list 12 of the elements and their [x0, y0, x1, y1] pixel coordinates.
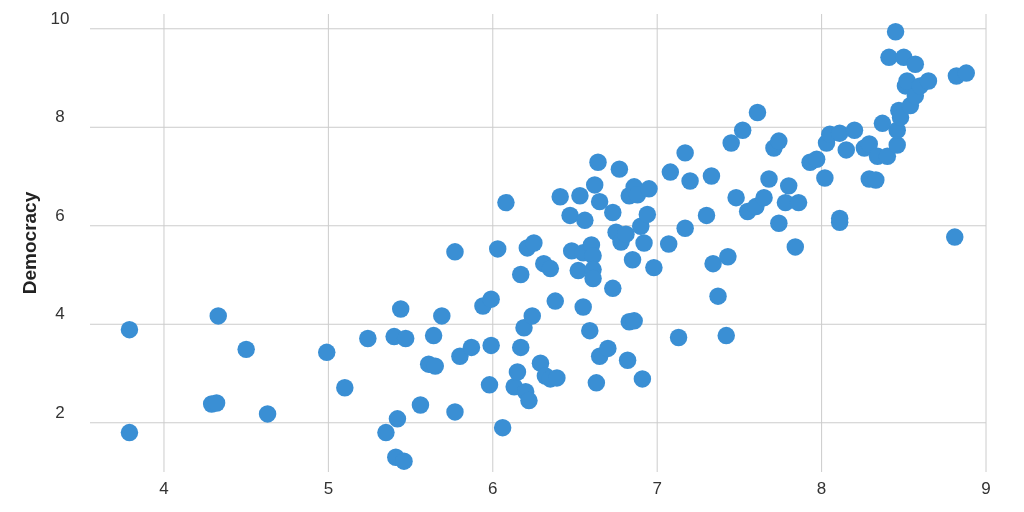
x-tick-label: 6: [488, 479, 498, 498]
x-tick-label: 7: [652, 479, 662, 498]
y-tick-label: 8: [55, 107, 65, 127]
x-tick-label: 9: [981, 479, 991, 498]
y-tick-label: 6: [55, 205, 65, 225]
x-tick-label: 8: [816, 479, 827, 498]
y-tick-label: 4: [55, 304, 65, 324]
x-tick-label: 5: [323, 479, 334, 498]
y-axis-title: Democracy: [19, 191, 40, 295]
x-tick-label: 4: [159, 479, 169, 498]
y-tick-label: 10: [50, 8, 70, 28]
y-tick-label: 2: [55, 402, 65, 422]
